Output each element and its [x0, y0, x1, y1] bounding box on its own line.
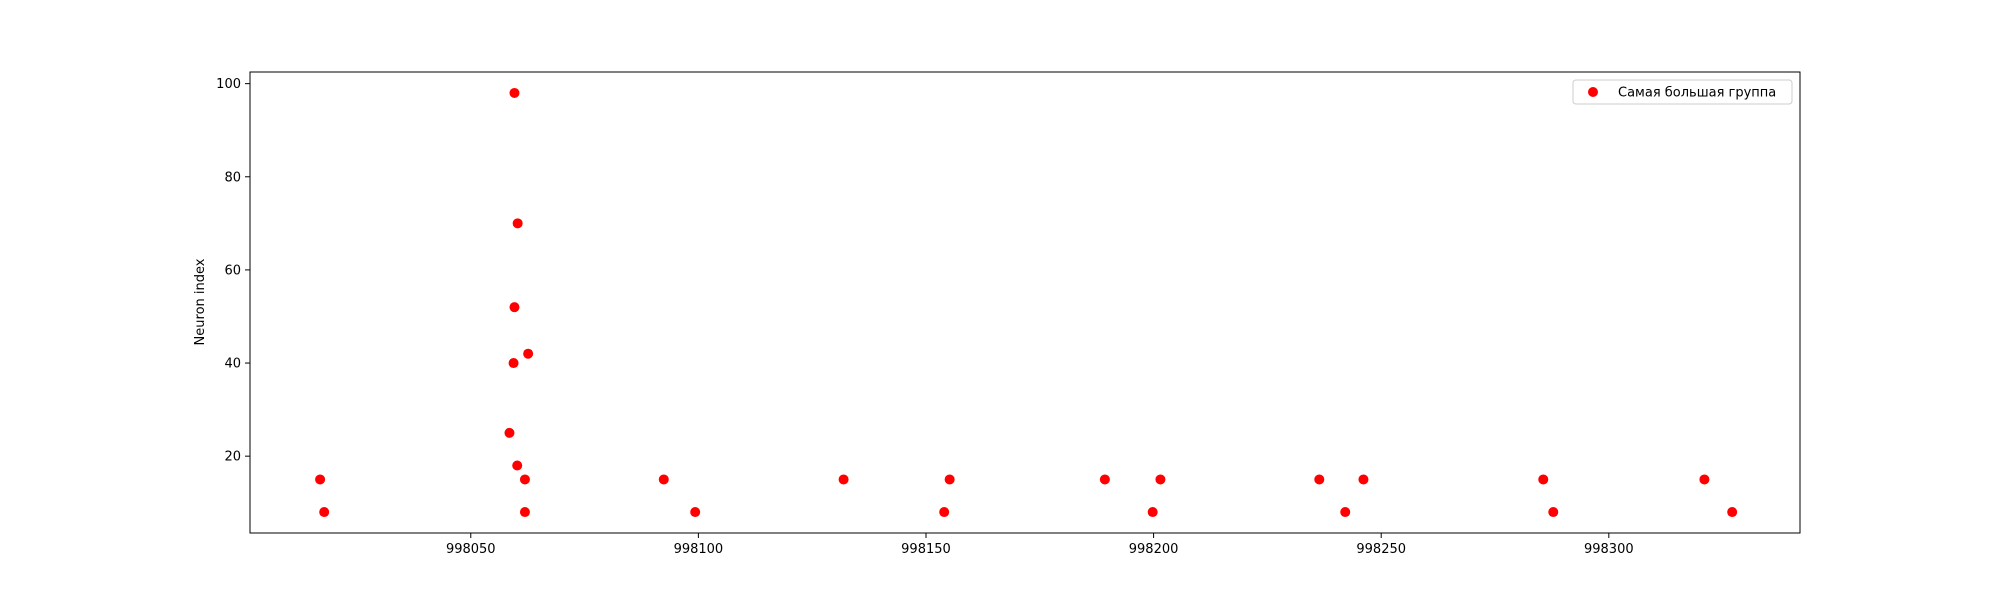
- data-point: [1699, 474, 1710, 485]
- y-axis: 20 40 60 80 100: [216, 77, 250, 465]
- data-point: [509, 302, 520, 313]
- data-point: [508, 358, 519, 369]
- data-point: [944, 474, 955, 485]
- y-tick-label: 20: [224, 450, 241, 465]
- data-point: [1548, 507, 1559, 518]
- y-tick-label: 100: [216, 77, 241, 92]
- data-point: [690, 507, 701, 518]
- data-point: [512, 218, 523, 229]
- data-point: [838, 474, 849, 485]
- legend-marker: [1588, 87, 1598, 97]
- legend-label: Самая большая группа: [1618, 86, 1776, 101]
- x-tick-label: 998200: [1129, 542, 1179, 557]
- y-tick-label: 40: [224, 357, 241, 372]
- data-point: [1314, 474, 1325, 485]
- data-point: [523, 348, 534, 359]
- legend: Самая большая группа: [1572, 79, 1793, 105]
- legend-box: [1572, 79, 1793, 105]
- data-point: [319, 507, 330, 518]
- data-point: [1538, 474, 1549, 485]
- x-tick-label: 998100: [674, 542, 724, 557]
- x-tick-label: 998300: [1584, 542, 1634, 557]
- data-point: [1340, 507, 1351, 518]
- data-point: [658, 474, 669, 485]
- data-point: [939, 507, 950, 518]
- plot-area-frame: [249, 71, 1801, 534]
- y-axis-label: Neuron index: [193, 258, 208, 345]
- x-tick-label: 998250: [1356, 542, 1406, 557]
- data-point: [519, 474, 530, 485]
- y-tick-label: 80: [224, 170, 241, 185]
- data-point: [315, 474, 326, 485]
- data-point: [1727, 507, 1738, 518]
- x-tick-label: 998050: [446, 542, 496, 557]
- data-point: [1358, 474, 1369, 485]
- y-tick-label: 60: [224, 263, 241, 278]
- data-point: [512, 460, 523, 471]
- data-point: [1155, 474, 1166, 485]
- data-point: [504, 427, 515, 438]
- x-axis: 998050 998100 998150 998200 998250 998300: [446, 533, 1634, 557]
- data-point: [519, 507, 530, 518]
- data-point: [509, 87, 520, 98]
- data-points: [315, 87, 1738, 518]
- x-tick-label: 998150: [901, 542, 951, 557]
- data-point: [1099, 474, 1110, 485]
- data-point: [1147, 507, 1158, 518]
